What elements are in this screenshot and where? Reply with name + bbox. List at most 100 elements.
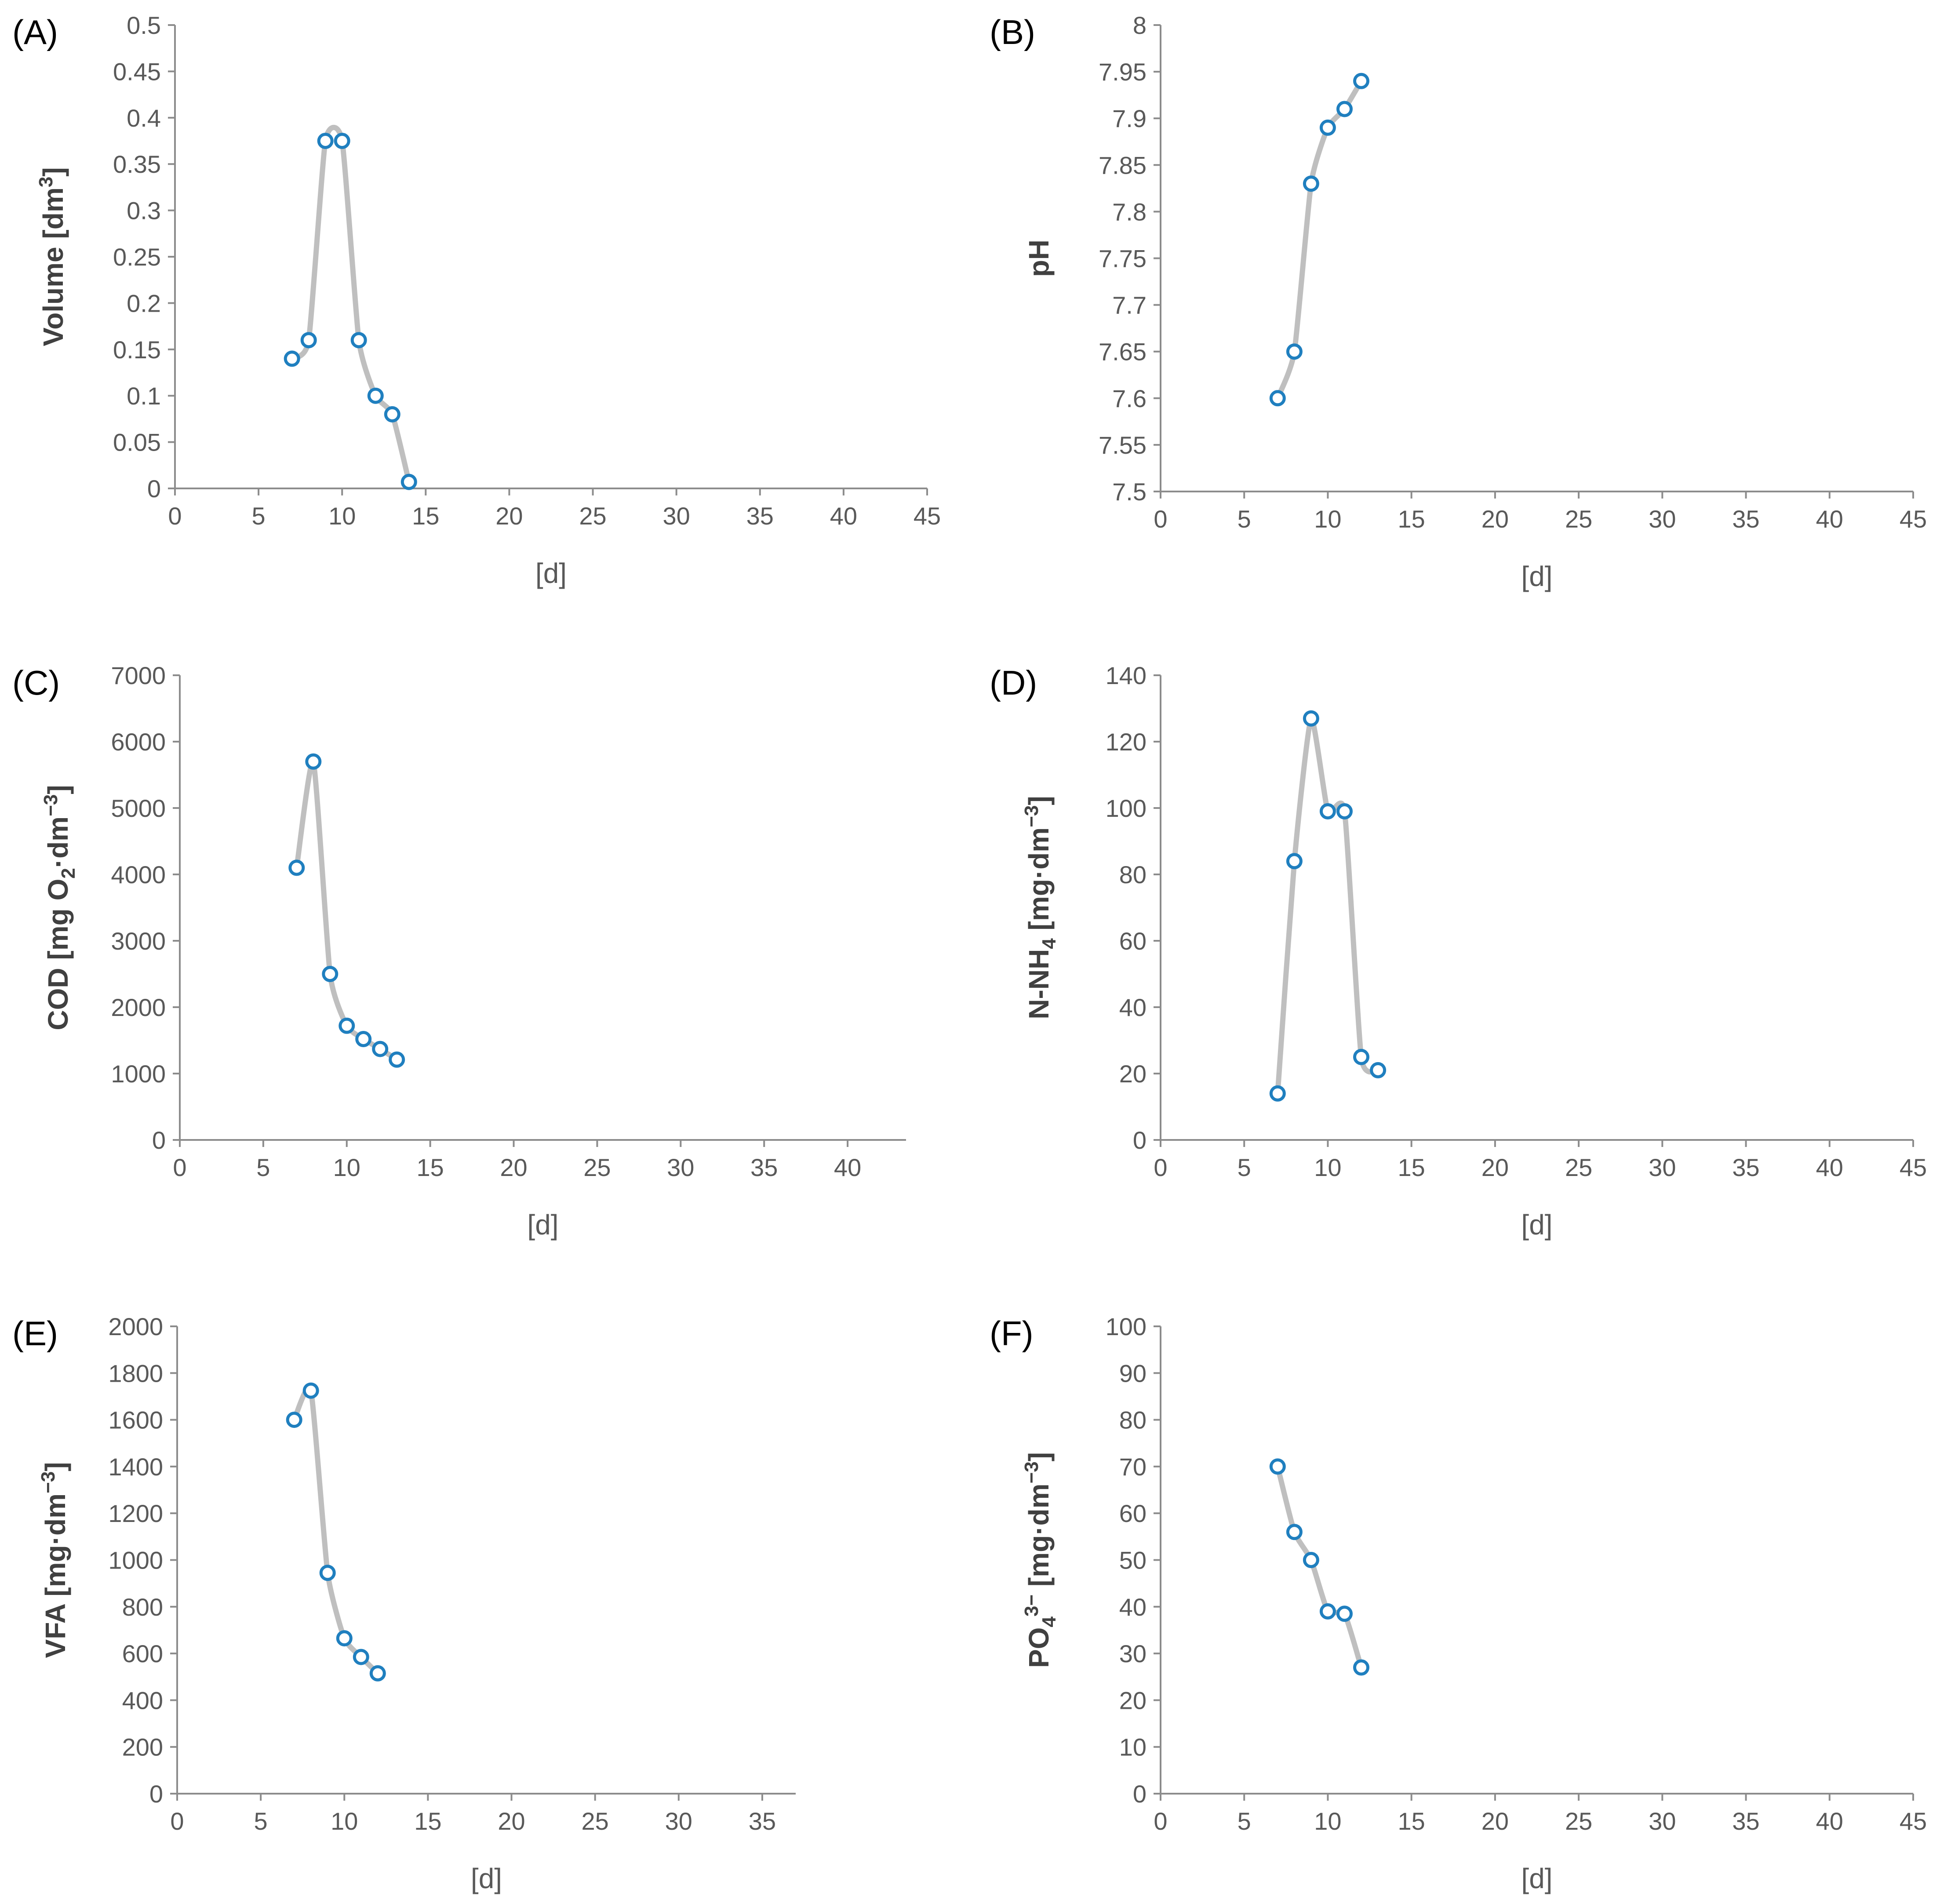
data-point [1319,803,1336,819]
x-tick-label: 25 [583,1154,611,1181]
data-point [1269,390,1286,407]
data-point [1286,1524,1303,1540]
panel-label: (C) [12,663,60,702]
x-tick-label: 10 [1314,1807,1341,1835]
series-line [1275,716,1381,1096]
data-point [389,1051,405,1068]
y-tick-label: 2000 [111,994,166,1021]
x-tick-label: 10 [1314,1154,1341,1181]
y-tick-label: 7.55 [1099,431,1147,459]
x-axis-label: [d] [1521,561,1552,592]
data-point [286,1412,302,1428]
chart-panel-b: (B) 7.5 7.55 7.6 7.65 7.7 7.75 7.8 7.85 7.9 7.95 8 0… [990,11,1927,592]
y-axis-label: PO43− [mg·dm−3] [1021,1452,1060,1668]
y-tick-label: 40 [1119,994,1147,1021]
data-point [319,1565,336,1581]
y-tick-label: 0.15 [113,336,161,364]
x-tick-label: 10 [333,1154,360,1181]
x-tick-label: 20 [500,1154,527,1181]
x-axis-label: [d] [527,1209,558,1241]
x-tick-label: 30 [1649,505,1676,533]
panel-label: (A) [12,13,58,51]
data-point [1319,119,1336,136]
data-point [350,332,367,349]
data-point [1286,853,1303,870]
y-axis-label: VFA [mg·dm−3] [37,1462,71,1658]
x-tick-label: 45 [1900,1154,1927,1181]
y-tick-label: 100 [1106,794,1147,822]
chart-panel-c: (C) 0 1000 2000 3000 4000 5000 6000 7000 0 5 10 15 20… [12,662,906,1241]
x-tick-label: 0 [1154,1807,1167,1835]
y-tick-label: 5000 [111,794,166,822]
x-tick-label: 0 [173,1154,186,1181]
y-tick-label: 1200 [108,1500,163,1527]
y-tick-label: 0.05 [113,429,161,456]
series-line [291,1385,381,1676]
x-tick-label: 35 [1732,1154,1759,1181]
x-tick-label: 15 [1398,505,1425,533]
y-axis-label: pH [1023,240,1055,277]
x-tick-label: 40 [1816,1154,1843,1181]
x-tick-label: 25 [582,1807,609,1835]
x-tick-label: 35 [746,502,774,530]
data-point [317,133,334,149]
y-tick-label: 2000 [108,1313,163,1340]
data-point [1269,1458,1286,1475]
y-tick-label: 0.25 [113,243,161,271]
y-tick-label: 140 [1106,662,1147,689]
data-point [355,1031,372,1047]
chart-panel-f: (F) 0 10 20 30 40 50 60 70 80 90 100 0 5 10 15 20 25 30 35 4… [990,1313,1927,1894]
data-point [372,1041,389,1057]
x-tick-label: 10 [331,1807,358,1835]
y-tick-label: 3000 [111,927,166,955]
data-point [284,350,300,367]
x-tick-label: 45 [1900,505,1927,533]
data-point [1303,175,1319,192]
x-tick-label: 15 [1398,1154,1425,1181]
x-tick-label: 5 [1238,505,1251,533]
data-point [1370,1062,1387,1078]
panel-label: (E) [12,1314,58,1353]
y-tick-label: 7.9 [1112,105,1147,132]
y-tick-label: 0 [147,475,161,502]
x-tick-label: 0 [1154,1154,1167,1181]
panel-label: (D) [990,663,1037,702]
y-tick-label: 20 [1119,1060,1147,1088]
y-tick-label: 8 [1133,11,1147,39]
y-tick-label: 600 [122,1640,163,1667]
y-tick-label: 7.6 [1112,385,1147,412]
x-axis-label: [d] [1521,1209,1552,1241]
data-point [1286,343,1303,360]
y-tick-label: 0.3 [127,197,161,225]
y-tick-label: 1600 [108,1406,163,1434]
y-tick-label: 80 [1119,861,1147,888]
x-tick-label: 40 [834,1154,861,1181]
x-tick-label: 30 [663,502,690,530]
y-tick-label: 200 [122,1733,163,1761]
y-tick-label: 20 [1119,1686,1147,1714]
y-tick-label: 7.5 [1112,478,1147,506]
x-tick-label: 0 [1154,505,1167,533]
series-line [294,758,400,1063]
x-tick-label: 5 [256,1154,270,1181]
x-tick-label: 35 [1732,1807,1759,1835]
data-point [338,1017,355,1034]
y-tick-label: 800 [122,1593,163,1621]
y-axis-label: COD [mg O2·dm−3] [40,785,79,1030]
x-tick-label: 20 [495,502,523,530]
x-tick-label: 15 [1398,1807,1425,1835]
y-tick-label: 0.2 [127,289,161,317]
y-tick-label: 60 [1119,927,1147,955]
y-tick-label: 1000 [111,1060,166,1088]
y-tick-label: 400 [122,1686,163,1714]
y-tick-label: 70 [1119,1453,1147,1481]
y-tick-label: 7.95 [1099,58,1147,86]
x-axis-label: [d] [535,557,567,589]
x-tick-label: 20 [1481,1807,1509,1835]
panel-label: (B) [990,13,1035,51]
x-tick-label: 15 [417,1154,444,1181]
data-point [1353,1659,1369,1676]
data-point [336,1630,353,1647]
x-tick-label: 15 [414,1807,441,1835]
x-tick-label: 20 [1481,1154,1509,1181]
